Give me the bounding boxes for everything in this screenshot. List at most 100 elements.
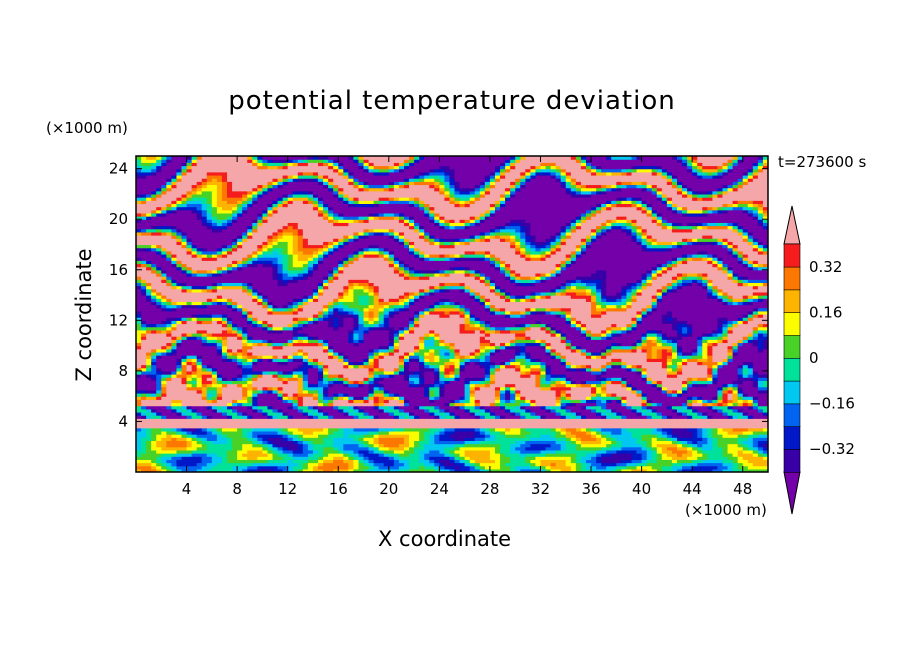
field-cell <box>136 402 142 407</box>
field-cell <box>494 440 501 445</box>
field-cell <box>141 396 147 400</box>
field-cell <box>474 367 481 372</box>
field-cell <box>575 440 582 445</box>
field-cell <box>671 449 678 454</box>
field-cell <box>181 386 188 391</box>
field-cell <box>403 393 410 397</box>
field-cell <box>707 399 713 404</box>
field-cell <box>459 367 466 372</box>
field-cell <box>136 374 142 378</box>
field-cell <box>419 399 425 404</box>
field-cell <box>318 389 324 394</box>
field-cell <box>333 430 339 435</box>
field-cell <box>307 449 314 454</box>
field-cell <box>616 396 622 400</box>
field-cell <box>454 358 461 362</box>
field-cell <box>712 462 719 467</box>
field-cell <box>479 361 486 366</box>
field-cell <box>393 446 400 451</box>
field-cell <box>489 427 496 432</box>
field-cell <box>434 374 440 378</box>
field-cell <box>732 380 739 385</box>
field-cell <box>500 364 506 369</box>
field-cell <box>510 399 516 404</box>
field-cell <box>216 453 223 457</box>
field-cell <box>555 374 562 378</box>
field-cell <box>757 421 764 426</box>
field-cell <box>651 389 658 394</box>
field-cell <box>601 355 607 359</box>
field-cell <box>429 374 435 378</box>
field-cell <box>257 434 263 438</box>
field-cell <box>641 427 648 432</box>
field-cell <box>540 446 547 451</box>
field-cell <box>444 468 451 472</box>
field-cell <box>474 468 481 472</box>
field-cell <box>474 389 481 394</box>
field-cell <box>307 393 314 397</box>
field-cell <box>768 368 774 372</box>
field-cell <box>712 415 719 419</box>
field-cell <box>388 415 395 419</box>
field-cell <box>737 402 744 407</box>
field-cell <box>409 367 415 372</box>
field-cell <box>388 430 395 435</box>
field-cell <box>363 411 370 416</box>
field-cell <box>459 453 466 457</box>
field-cell <box>752 427 759 432</box>
field-cell <box>530 456 537 460</box>
field-cell <box>338 434 344 438</box>
field-cell <box>242 393 248 397</box>
field-cell <box>722 393 729 397</box>
field-cell <box>232 393 238 397</box>
field-cell <box>727 399 734 404</box>
field-cell <box>494 418 501 423</box>
field-cell <box>469 424 476 429</box>
field-cell <box>378 386 385 391</box>
field-cell <box>742 443 749 448</box>
field-cell <box>323 370 329 375</box>
field-cell <box>762 364 768 369</box>
field-cell <box>398 440 405 445</box>
field-cell <box>757 358 764 362</box>
field-cell <box>621 430 628 435</box>
field-cell <box>272 355 279 359</box>
field-cell <box>454 348 461 353</box>
field-cell <box>535 459 542 464</box>
field-cell <box>707 411 713 416</box>
field-cell <box>489 393 496 397</box>
field-cell <box>282 402 289 407</box>
field-cell <box>505 415 511 419</box>
field-cell <box>545 453 552 457</box>
field-cell <box>277 402 284 407</box>
field-cell <box>171 408 178 413</box>
field-cell <box>535 453 542 457</box>
field-cell <box>312 389 319 394</box>
field-cell <box>570 396 577 400</box>
field-cell <box>621 418 628 423</box>
field-cell <box>328 449 334 454</box>
field-cell <box>221 402 228 407</box>
field-cell <box>378 424 385 429</box>
field-cell <box>171 430 178 435</box>
field-cell <box>176 415 183 419</box>
field-cell <box>247 377 253 381</box>
field-cell <box>136 443 142 448</box>
field-cell <box>636 358 643 362</box>
field-cell <box>626 459 633 464</box>
field-cell <box>616 399 622 404</box>
field-cell <box>343 380 349 385</box>
field-cell <box>616 456 622 460</box>
field-cell <box>682 367 688 372</box>
field-cell <box>540 383 547 388</box>
field-cell <box>191 430 198 435</box>
field-cell <box>591 424 597 429</box>
field-cell <box>393 358 400 362</box>
field-cell <box>752 361 759 366</box>
field-cell <box>277 389 284 394</box>
field-cell <box>768 384 774 388</box>
field-cell <box>191 364 198 369</box>
field-cell <box>156 399 162 404</box>
field-cell <box>454 364 461 369</box>
field-cell <box>656 465 663 470</box>
